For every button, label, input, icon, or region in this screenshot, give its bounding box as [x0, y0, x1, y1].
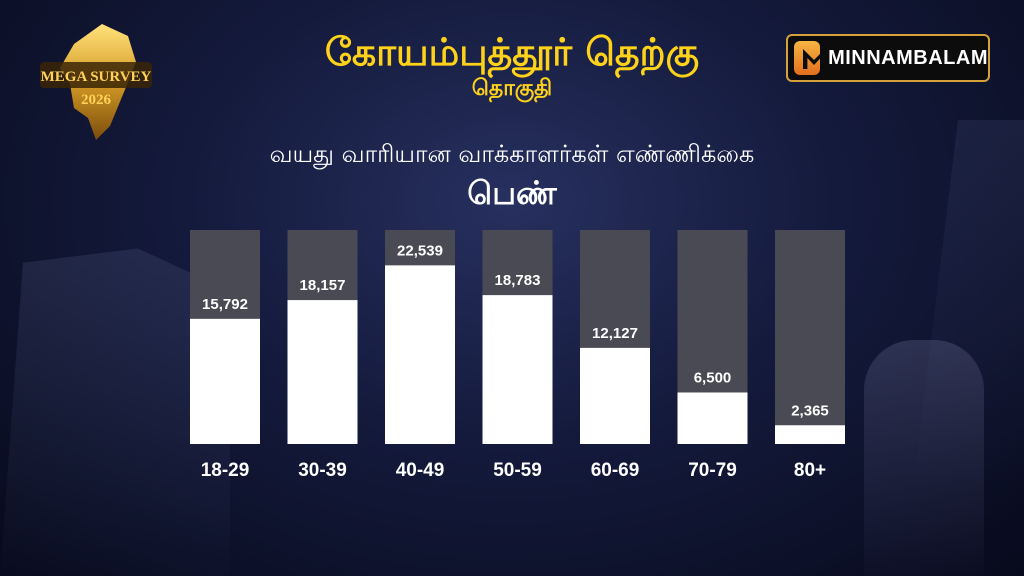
- value-label-30-39: 18,157: [300, 277, 346, 294]
- value-label-60-69: 12,127: [592, 325, 638, 342]
- category-label-30-39: 30-39: [298, 460, 347, 481]
- category-label-60-69: 60-69: [591, 460, 640, 481]
- logo-text-line2: 2026: [81, 92, 112, 108]
- bar-50-59: [482, 295, 553, 444]
- bar-40-49: [385, 265, 455, 444]
- page-subtitle: தொகுதி: [471, 76, 553, 101]
- mega-survey-logo: MEGA SURVEY 2026: [40, 24, 152, 140]
- value-label-70-79: 6,500: [694, 369, 732, 386]
- bar-60-69: [580, 347, 650, 444]
- minnambalam-logo: MINNAMBALAM: [786, 34, 990, 82]
- bar-30-39: [287, 300, 358, 444]
- logo-text-line1: MEGA SURVEY: [41, 69, 152, 85]
- category-label-18-29: 18-29: [201, 460, 250, 481]
- chart-heading: வயது வாரியான வாக்காளர்கள் எண்ணிக்கை: [269, 140, 755, 168]
- value-label-50-59: 18,783: [495, 272, 541, 289]
- value-label-18-29: 15,792: [202, 296, 248, 313]
- background-voter-hand: [864, 340, 984, 576]
- bar-70-79: [677, 392, 748, 444]
- category-label-40-49: 40-49: [396, 460, 445, 481]
- minnambalam-logo-text: MINNAMBALAM: [828, 46, 988, 69]
- bar-18-29: [190, 318, 260, 444]
- value-label-80+: 2,365: [791, 402, 829, 419]
- page-title: கோயம்புத்தூர் தெற்கு: [324, 30, 700, 74]
- minnambalam-m-icon: [794, 41, 821, 75]
- bar-80+: [775, 425, 845, 444]
- category-label-50-59: 50-59: [493, 460, 542, 481]
- bar-track-80+: [775, 230, 845, 444]
- gender-label: பெண்: [467, 174, 557, 212]
- category-label-80+: 80+: [794, 460, 826, 481]
- value-label-40-49: 22,539: [397, 242, 443, 259]
- category-label-70-79: 70-79: [688, 460, 737, 481]
